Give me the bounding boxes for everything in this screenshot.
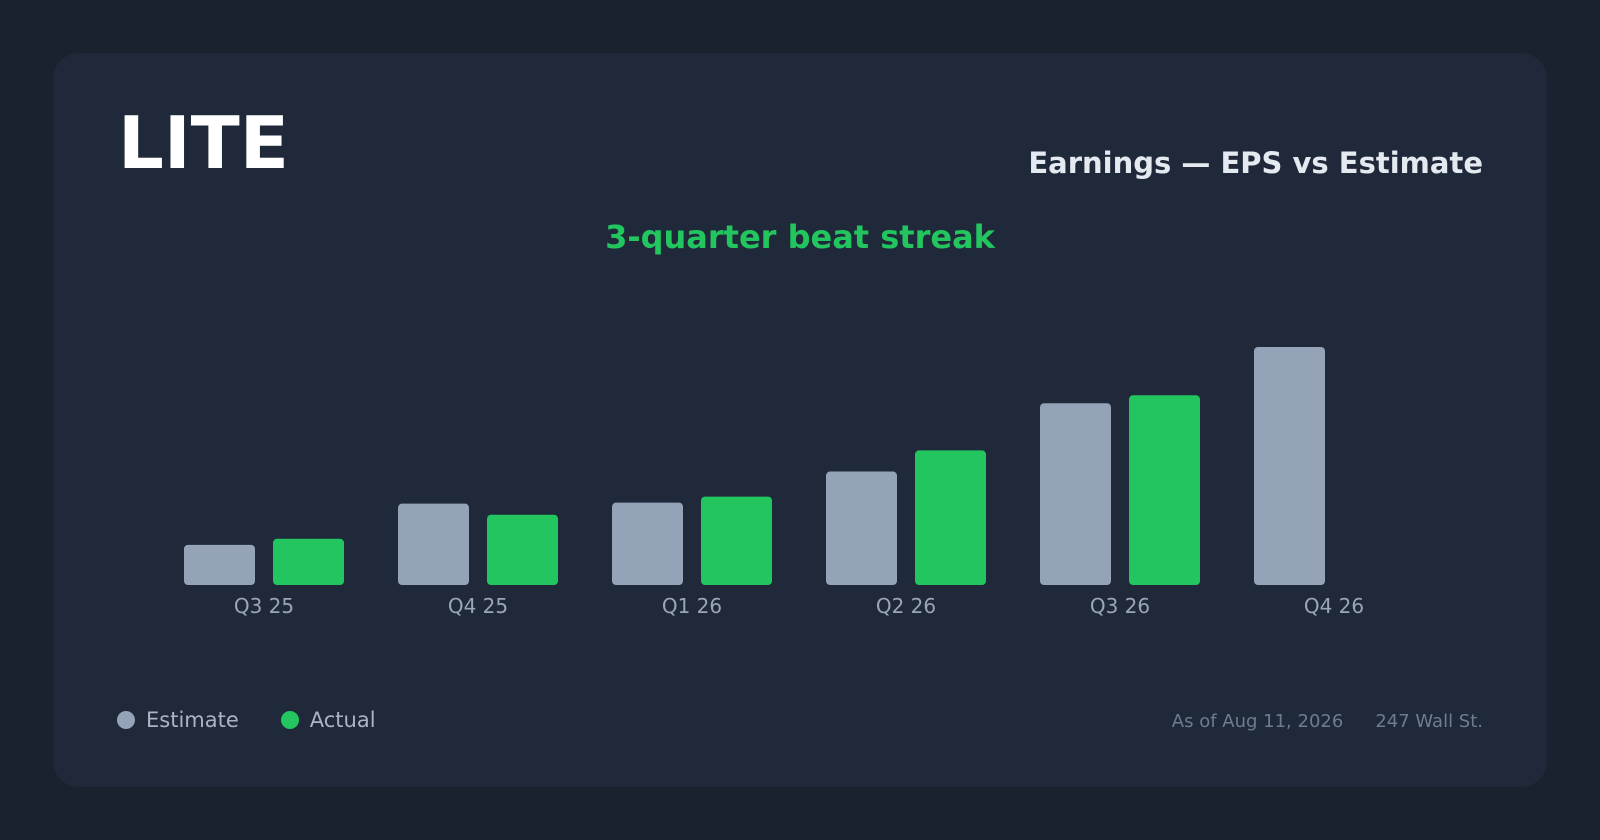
chart-card: LITE Earnings — EPS vs Estimate 3-quarte…: [53, 53, 1547, 787]
bar-estimate-q4-25: [398, 503, 469, 585]
as-of-date: As of Aug 11, 2026: [1171, 711, 1344, 732]
bar-actual-q2-26: [915, 450, 986, 585]
bar-actual-q4-25: [487, 514, 558, 585]
legend-item-actual: Actual: [280, 708, 376, 732]
bar-estimate-q4-26: [1254, 347, 1325, 585]
ticker-symbol: LITE: [118, 101, 289, 185]
x-tick-label: Q2 26: [876, 594, 936, 618]
x-tick-label: Q1 26: [662, 594, 722, 618]
source-credit: 247 Wall St.: [1375, 711, 1483, 732]
legend-label-actual: Actual: [309, 708, 376, 732]
bar-actual-q3-25: [273, 538, 344, 585]
x-tick-label: Q4 26: [1304, 594, 1364, 618]
legend: Estimate Actual: [117, 708, 418, 732]
bar-actual-q3-26: [1129, 395, 1200, 585]
x-tick-label: Q3 25: [234, 594, 294, 618]
chart-subtitle: 3-quarter beat streak: [605, 218, 995, 256]
bar-chart: Q3 25 Q4 25 Q1 26 Q2 26 Q3 26 Q4 26: [184, 347, 1364, 618]
chart-title: Earnings — EPS vs Estimate: [1028, 146, 1483, 180]
legend-label-estimate: Estimate: [146, 708, 239, 732]
estimate-swatch-icon: [117, 711, 135, 729]
legend-item-estimate: Estimate: [117, 708, 239, 732]
actual-swatch-icon: [280, 711, 299, 729]
bar-estimate-q3-26: [1040, 403, 1111, 585]
bar-estimate-q3-25: [184, 544, 255, 585]
bar-estimate-q1-26: [612, 502, 683, 585]
x-tick-label: Q4 25: [448, 594, 508, 618]
x-tick-label: Q3 26: [1090, 594, 1150, 618]
footer: As of Aug 11, 2026 247 Wall St.: [1172, 711, 1483, 732]
bar-actual-q1-26: [701, 496, 772, 585]
bar-estimate-q2-26: [826, 471, 897, 585]
